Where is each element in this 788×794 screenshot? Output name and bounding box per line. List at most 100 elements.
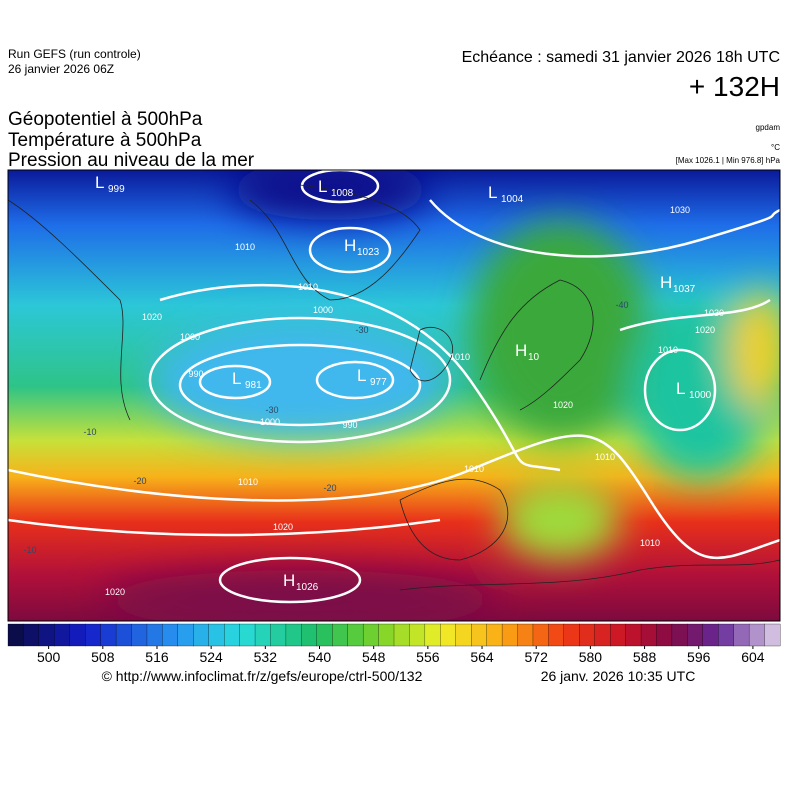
colorbar-swatch [285,623,302,647]
temperature-label: -30 [355,325,368,335]
center-value: 10 [528,352,540,363]
unit-geopotential: gpdam [756,123,781,132]
polar-vortex [230,170,430,220]
center-type: L [318,177,327,196]
colorbar-swatch [332,623,349,647]
colorbar-swatch [131,623,148,647]
colorbar-swatch [146,623,163,647]
isobar-label: 1030 [704,308,724,318]
colorbar-swatch [656,623,673,647]
colorbar-tick-label: 596 [687,649,711,665]
map-frame [7,169,781,622]
center-type: L [488,183,497,202]
isobar-label: 990 [188,369,203,379]
north-africa [399,559,780,591]
colorbar-swatch [378,623,395,647]
colorbar-swatch [718,623,735,647]
center-type: H [515,341,527,360]
north-america [8,199,131,421]
colorbar-swatch [671,623,688,647]
isobar [429,199,780,258]
isobar-label: 1000 [313,305,333,315]
colorbar-swatch [115,623,132,647]
colorbar-swatch [640,623,657,647]
isobar [300,170,380,204]
scandinavia [479,279,594,411]
colorbar-swatch [208,623,225,647]
colorbar: 500 508 516 524 532 540 548 556 564 572 580 588 596 6… [7,623,781,665]
run-label: Run GEFS (run controle) [8,47,141,61]
isobar [148,316,452,444]
isobar-label: 1020 [553,400,573,410]
center-value: 1004 [501,194,524,205]
colorbar-tick-label: 540 [308,649,332,665]
title-geopotential: Géopotentiel à 500hPa [8,109,203,130]
center-type: H [283,571,295,590]
center-value: 1008 [331,188,354,199]
colorbar-swatch [486,623,503,647]
colorbar-swatch [54,623,71,647]
coastlines [8,184,780,591]
colorbar-swatch [517,623,534,647]
colorbar-swatch [393,623,410,647]
colorbar-swatch [224,623,241,647]
colorbar-swatch [100,623,117,647]
colorbar-swatch [610,623,627,647]
isobar [643,348,717,432]
isobar-label: 1010 [658,345,678,355]
colorbar-swatch [748,623,766,647]
colorbar-swatch [347,623,364,647]
center-type: H [660,273,672,292]
east-ridge [730,290,780,410]
isobar [308,226,392,274]
center-type: L [95,173,104,192]
center-type: H [344,236,356,255]
colorbar-swatch [254,623,271,647]
colorbar-swatch [409,623,426,647]
low-trough [150,320,450,440]
temperature-label: -10 [23,545,36,555]
colorbar-swatch [702,623,719,647]
colorbar-swatch [301,623,318,647]
center-value: 1037 [673,284,696,295]
temperature-label: -40 [615,300,628,310]
colorbar-tick-label: 588 [633,649,657,665]
colorbar-swatch [764,623,781,647]
center-type: L [232,369,241,388]
center-value: 1026 [296,582,319,593]
isobar [315,360,395,400]
isobar-label: 1020 [105,587,125,597]
colorbar-swatch [69,623,86,647]
field-blobs [100,170,780,621]
colorbar-tick-label: 516 [145,649,169,665]
colorbar-swatch [579,623,596,647]
colorbar-swatch [501,623,518,647]
isobar-label: 1010 [238,477,258,487]
unit-temperature: °C [771,143,780,152]
title-temperature: Température à 500hPa [8,130,202,151]
isobar-label: 1000 [260,417,280,427]
colorbar-swatch [594,623,611,647]
center-type: L [357,366,366,385]
colorbar-tick-label: 604 [741,649,765,665]
colorbar-swatch [270,623,287,647]
isobar [218,556,362,604]
center-type: L [676,379,685,398]
isobar-label: 1020 [142,312,162,322]
colorbar-tick-label: 508 [91,649,115,665]
colorbar-tick-label: 532 [254,649,278,665]
colorbar-swatch [440,623,457,647]
colorbar-tick-label: 524 [199,649,223,665]
lead-time: + 132H [689,71,780,102]
temperature-label: -20 [133,476,146,486]
center-value: 999 [108,184,125,195]
colorbar-tick-label: 548 [362,649,386,665]
colorbar-swatch [177,623,194,647]
british-isles [409,327,453,382]
subtropical-high [100,570,500,621]
colorbar-swatch [193,623,210,647]
